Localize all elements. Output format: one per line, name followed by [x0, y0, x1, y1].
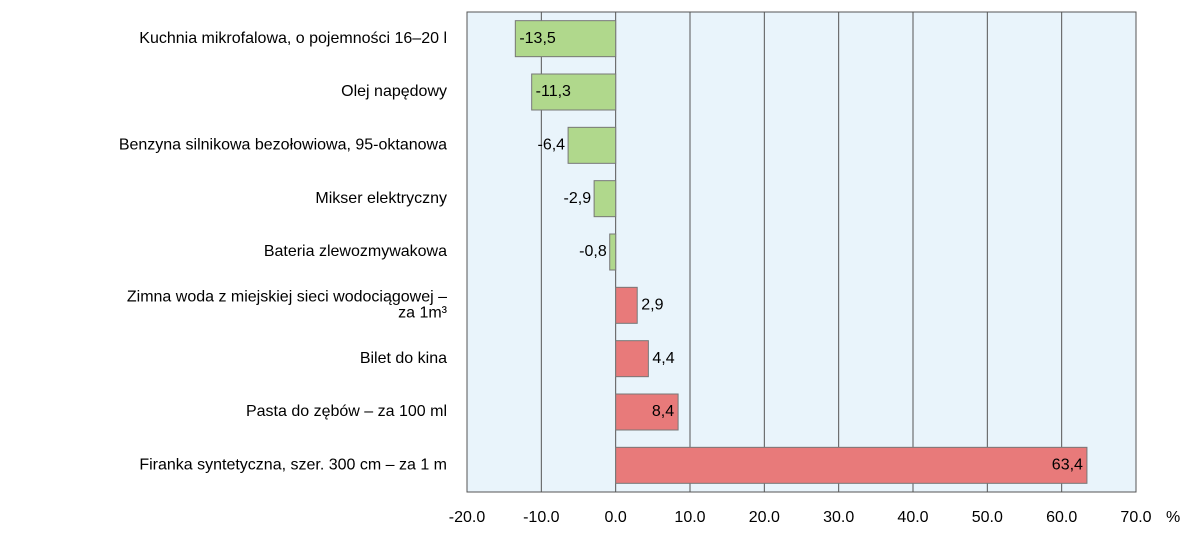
- x-tick-label: 20.0: [749, 509, 780, 526]
- bar: [593, 180, 617, 218]
- bar: [615, 340, 649, 378]
- x-tick-label: -10.0: [523, 509, 560, 526]
- y-tick-label: Kuchnia mikrofalowa, o pojemności 16–20 …: [139, 30, 447, 47]
- x-tick-label: 50.0: [972, 509, 1003, 526]
- data-label: -11,3: [536, 83, 571, 100]
- x-tick-label: 60.0: [1046, 509, 1077, 526]
- x-tick-label: 30.0: [823, 509, 854, 526]
- y-tick-label: Bateria zlewozmywakowa: [264, 243, 447, 260]
- data-label: -13,5: [519, 30, 556, 47]
- y-tick-label: Olej napędowy: [341, 83, 447, 100]
- bar: [615, 393, 679, 431]
- y-tick-label: Firanka syntetyczna, szer. 300 cm – za 1…: [139, 457, 447, 474]
- data-label: -2,9: [564, 190, 592, 207]
- data-label: 8,4: [652, 403, 674, 420]
- y-tick-label: za 1m³: [398, 305, 448, 322]
- x-axis-label: %: [1166, 509, 1180, 526]
- bar: [615, 446, 1088, 484]
- x-tick-label: -20.0: [449, 509, 486, 526]
- bar: [531, 73, 617, 111]
- x-tick-label: 40.0: [897, 509, 928, 526]
- x-tick-label: 10.0: [674, 509, 705, 526]
- y-tick-label: Mikser elektryczny: [315, 190, 447, 207]
- y-tick-label: Bilet do kina: [360, 350, 447, 367]
- data-label: -0,8: [579, 243, 607, 260]
- bar: [567, 126, 617, 164]
- x-tick-label: 0.0: [605, 509, 627, 526]
- y-tick-label: Zimna woda z miejskiej sieci wodociągowe…: [127, 289, 447, 306]
- data-label: 4,4: [652, 350, 674, 367]
- data-label: -6,4: [538, 137, 566, 154]
- y-tick-label: Pasta do zębów – za 100 ml: [246, 403, 447, 420]
- data-label: 2,9: [641, 297, 663, 314]
- data-label: 63,4: [1052, 457, 1083, 474]
- y-tick-label: Benzyna silnikowa bezołowiowa, 95-oktano…: [119, 137, 447, 154]
- bar: [514, 20, 617, 58]
- bar: [615, 286, 638, 324]
- bar: [609, 233, 617, 271]
- x-tick-label: 70.0: [1120, 509, 1151, 526]
